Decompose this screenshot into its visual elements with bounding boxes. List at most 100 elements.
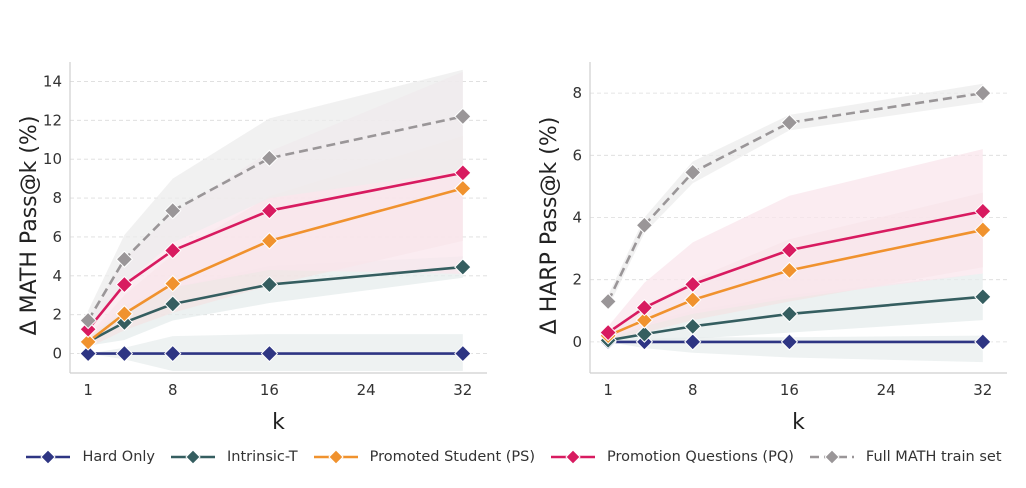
point-hard-only xyxy=(780,333,799,351)
y-tick-label: 14 xyxy=(43,72,62,90)
y-tick-label: 12 xyxy=(43,111,62,129)
band-full-math-train-set xyxy=(608,83,983,308)
point-full-math-train-set xyxy=(260,149,279,167)
y-axis-label: Δ MATH Pass@k (%) xyxy=(17,116,42,336)
band-full-math-train-set xyxy=(88,69,463,331)
point-promotion-questions-pq xyxy=(635,298,654,317)
legend-diamond xyxy=(565,450,581,464)
point-hard-only xyxy=(79,344,97,363)
point-promoted-student-ps xyxy=(684,291,702,309)
point-intrinsic-t xyxy=(164,295,182,313)
point-promotion-questions-pq xyxy=(974,202,992,220)
point-promotion-questions-pq xyxy=(454,164,472,182)
x-tick-label: 16 xyxy=(780,381,799,399)
point-promoted-student-ps xyxy=(974,221,992,239)
legend-label: Promotion Questions (PQ) xyxy=(607,449,794,465)
point-full-math-train-set xyxy=(79,311,97,330)
legend-diamond xyxy=(824,450,840,464)
point-hard-only xyxy=(684,333,702,351)
x-tick-label: 8 xyxy=(688,381,698,399)
legend-label: Hard Only xyxy=(82,449,155,465)
x-tick-label: 32 xyxy=(453,381,472,399)
point-promotion-questions-pq xyxy=(164,241,182,260)
legend-marker-icon xyxy=(171,450,215,464)
legend-label: Promoted Student (PS) xyxy=(369,449,536,465)
legend-diamond xyxy=(327,450,344,464)
x-axis-label: k xyxy=(272,410,285,435)
point-promoted-student-ps xyxy=(454,179,472,198)
legend-item-hard-only: Hard Only xyxy=(24,449,155,465)
x-tick-label: 8 xyxy=(168,381,178,399)
x-tick-label: 1 xyxy=(603,381,613,399)
band-intrinsic-t xyxy=(88,256,463,346)
point-promotion-questions-pq xyxy=(684,275,702,294)
point-intrinsic-t xyxy=(780,305,799,323)
legend-marker-icon xyxy=(551,450,596,464)
point-intrinsic-t xyxy=(635,325,654,343)
point-intrinsic-t xyxy=(115,313,134,332)
legend-item-intrinsic-t: Intrinsic-T xyxy=(169,449,298,465)
x-tick-label: 24 xyxy=(357,381,376,399)
point-promoted-student-ps xyxy=(164,274,182,293)
x-tick-label: 24 xyxy=(877,381,896,399)
x-tick-label: 32 xyxy=(973,381,992,399)
point-hard-only xyxy=(164,344,182,363)
point-full-math-train-set xyxy=(635,216,654,234)
point-promotion-questions-pq xyxy=(780,241,799,259)
y-tick-label: 4 xyxy=(572,209,582,227)
x-axis-label: k xyxy=(792,410,805,435)
point-hard-only xyxy=(260,344,279,363)
legend: Hard Only Intrinsic-T Promoted Student (… xyxy=(0,444,1026,470)
point-promoted-student-ps xyxy=(79,333,97,351)
point-intrinsic-t xyxy=(974,288,992,306)
y-tick-label: 10 xyxy=(43,150,62,168)
point-hard-only xyxy=(454,344,472,363)
x-tick-label: 16 xyxy=(260,381,279,399)
legend-item-promoted-student: Promoted Student (PS) xyxy=(312,449,535,465)
y-tick-label: 4 xyxy=(52,267,62,285)
legend-diamond xyxy=(185,450,201,464)
legend-diamond xyxy=(40,450,57,464)
point-promotion-questions-pq xyxy=(115,275,134,294)
point-full-math-train-set xyxy=(684,163,702,182)
point-full-math-train-set xyxy=(974,84,992,102)
x-tick-label: 1 xyxy=(83,381,93,399)
point-intrinsic-t xyxy=(260,275,279,294)
legend-label: Intrinsic-T xyxy=(227,449,298,465)
point-intrinsic-t xyxy=(454,258,472,276)
point-promotion-questions-pq xyxy=(260,201,279,220)
point-full-math-train-set xyxy=(780,113,799,132)
point-promoted-student-ps xyxy=(635,311,654,329)
point-full-math-train-set xyxy=(164,201,182,220)
legend-marker-icon xyxy=(26,450,71,464)
y-axis-label: Δ HARP Pass@k (%) xyxy=(537,117,562,335)
line-full-math-train-set xyxy=(87,115,464,322)
y-tick-label: 6 xyxy=(52,228,62,246)
legend-item-full-math: Full MATH train set xyxy=(808,449,1002,465)
y-tick-label: 6 xyxy=(572,146,582,164)
point-promoted-student-ps xyxy=(115,305,134,323)
point-hard-only xyxy=(974,333,992,351)
point-intrinsic-t xyxy=(684,317,702,336)
y-tick-label: 8 xyxy=(52,189,62,207)
legend-marker-icon xyxy=(809,450,854,464)
point-promotion-questions-pq xyxy=(79,320,97,338)
legend-label: Full MATH train set xyxy=(865,449,1002,465)
point-full-math-train-set xyxy=(115,250,134,268)
point-hard-only xyxy=(115,344,134,363)
point-promoted-student-ps xyxy=(260,232,279,250)
legend-item-promotion-questions: Promotion Questions (PQ) xyxy=(549,449,794,465)
y-tick-label: 8 xyxy=(572,84,582,102)
y-tick-label: 0 xyxy=(52,345,62,363)
legend-marker-icon xyxy=(313,450,358,464)
point-promoted-student-ps xyxy=(780,261,799,280)
band-promotion-questions-pq xyxy=(608,149,983,339)
y-tick-label: 2 xyxy=(52,306,62,324)
point-full-math-train-set xyxy=(599,292,617,311)
y-tick-label: 0 xyxy=(572,333,582,351)
point-full-math-train-set xyxy=(454,107,472,126)
point-promotion-questions-pq xyxy=(599,323,617,342)
